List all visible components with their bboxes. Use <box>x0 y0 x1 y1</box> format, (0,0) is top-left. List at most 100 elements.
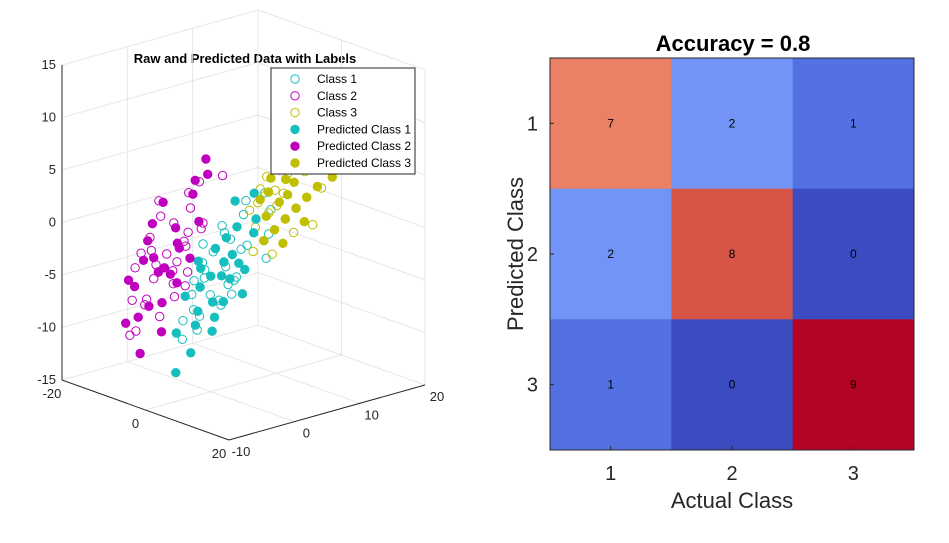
z-tick-label: -5 <box>44 267 56 282</box>
scatter-point <box>186 348 196 358</box>
scatter-point <box>232 222 242 232</box>
x-axis-line <box>61 379 230 441</box>
scatter-point <box>135 348 145 359</box>
scatter-point <box>185 203 196 213</box>
scatter-point <box>238 209 249 220</box>
scatter-point <box>157 298 167 308</box>
scatter-point <box>225 274 235 284</box>
legend-label: Class 1 <box>317 72 357 86</box>
z-gridline <box>61 114 259 171</box>
y-tick-label: 1 <box>527 113 538 135</box>
scatter-point <box>244 205 255 216</box>
z-tick-label: 0 <box>49 215 56 230</box>
scatter-point <box>172 238 183 248</box>
legend-box <box>270 67 416 175</box>
scatter-point <box>180 291 190 301</box>
scatter-point <box>249 228 259 238</box>
scatter-point <box>130 263 140 273</box>
legend-marker <box>290 124 300 135</box>
confusion-matrix-title: Accuracy = 0.8 <box>656 31 811 56</box>
scatter-point <box>189 276 199 286</box>
box-edge <box>61 324 259 381</box>
scatter-point <box>278 238 288 249</box>
scatter-point <box>169 292 180 302</box>
scatter-point <box>183 227 193 238</box>
scatter-point <box>230 196 240 206</box>
confusion-matrix: Accuracy = 0.8 7 2 1 2 8 0 1 0 9 1 2 3 1 2 3 Actual C… <box>503 31 915 513</box>
z-tick-label: -15 <box>37 372 56 387</box>
heatmap-cell-value: 0 <box>850 247 857 261</box>
scatter-point <box>217 170 228 181</box>
scatter-point <box>282 190 293 200</box>
legend-label: Class 3 <box>317 106 357 120</box>
scatter-point <box>299 217 309 227</box>
y-axis-line <box>228 384 426 441</box>
heatmap-cell <box>671 188 794 320</box>
scatter-point <box>171 328 182 338</box>
scatter-point <box>149 274 159 284</box>
z-gridline <box>61 62 259 118</box>
y-tick-label: 2 <box>527 244 538 266</box>
heatmap-cell-value: 8 <box>729 247 736 261</box>
scatter-point <box>308 220 318 230</box>
scatter-point <box>255 194 265 205</box>
scatter-point <box>171 368 181 378</box>
scatter-point <box>127 295 137 305</box>
scatter-point <box>242 240 252 250</box>
heatmap-cell-value: 2 <box>729 116 736 130</box>
scatter-point <box>180 281 190 291</box>
y-tick-label: -10 <box>232 444 251 459</box>
scatter-point <box>312 181 323 192</box>
scatter-point <box>156 211 166 221</box>
scatter-point <box>172 278 182 288</box>
scatter-title: Raw and Predicted Data with Labels <box>134 51 357 66</box>
confusion-matrix-cells: 7 2 1 2 8 0 1 0 9 <box>550 58 915 451</box>
scatter-point <box>121 318 131 328</box>
scatter-point <box>195 282 205 292</box>
scatter-point <box>217 221 227 231</box>
scatter-point <box>193 306 203 316</box>
y-tick-label: 0 <box>303 426 310 441</box>
heatmap-cell <box>792 58 915 190</box>
scatter-point <box>144 301 154 311</box>
scatter-point <box>190 320 201 330</box>
scatter-point <box>123 275 134 285</box>
legend-label: Predicted Class 3 <box>317 156 411 170</box>
scatter-point <box>227 249 238 260</box>
scatter-point <box>263 187 274 197</box>
scatter-point <box>131 326 141 336</box>
scatter-point <box>261 253 271 263</box>
scatter-point <box>291 203 301 213</box>
scatter-point <box>188 189 198 199</box>
heatmap-cell <box>550 58 672 190</box>
legend-label: Predicted Class 1 <box>317 122 411 136</box>
confusion-matrix-ticks: 1 2 3 1 2 3 <box>527 113 859 485</box>
z-tick-label: 5 <box>49 162 56 177</box>
y-tick-label: 10 <box>364 407 378 422</box>
scatter-point <box>269 225 280 235</box>
legend-marker <box>290 158 300 168</box>
scatter-point <box>234 258 244 268</box>
scatter-point <box>280 214 290 224</box>
scatter-point <box>236 244 246 255</box>
scatter-point <box>274 197 284 207</box>
scatter-point <box>177 334 188 344</box>
scatter-point <box>182 267 193 277</box>
y-tick-label: 20 <box>430 389 444 404</box>
legend-label: Class 2 <box>317 89 357 103</box>
scatter-point <box>207 297 218 307</box>
y-axis-label: Predicted Class <box>503 177 528 331</box>
scatter-point <box>156 327 167 337</box>
scatter-point <box>219 257 229 267</box>
scatter-point <box>172 257 182 267</box>
scatter-point <box>143 236 153 246</box>
scatter-point <box>237 289 248 299</box>
heatmap-cell <box>792 319 915 451</box>
scatter-point <box>241 196 251 206</box>
scatter-point <box>206 271 216 281</box>
scatter-point <box>210 243 221 254</box>
scatter-point <box>240 264 250 275</box>
scatter-point <box>209 312 220 322</box>
heatmap-cell-value: 0 <box>729 378 736 392</box>
